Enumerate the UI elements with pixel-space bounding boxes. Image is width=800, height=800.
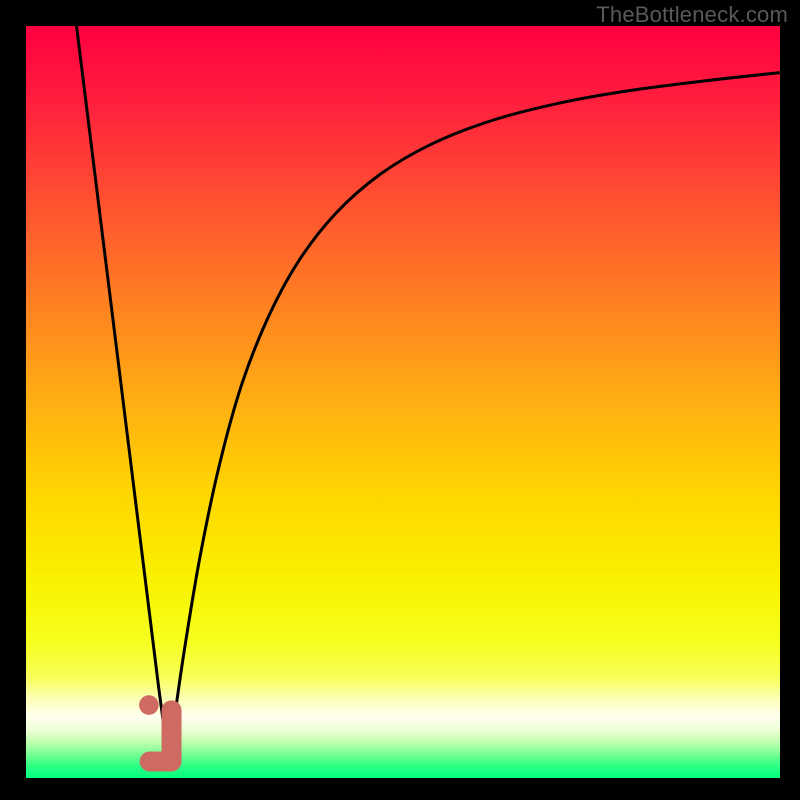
series-curve-left [77,26,168,755]
curve-layer [26,26,780,778]
watermark-text: TheBottleneck.com [596,2,788,28]
plot-area [26,26,780,778]
chart-container: TheBottleneck.com [0,0,800,800]
series-curve-right [168,73,780,756]
